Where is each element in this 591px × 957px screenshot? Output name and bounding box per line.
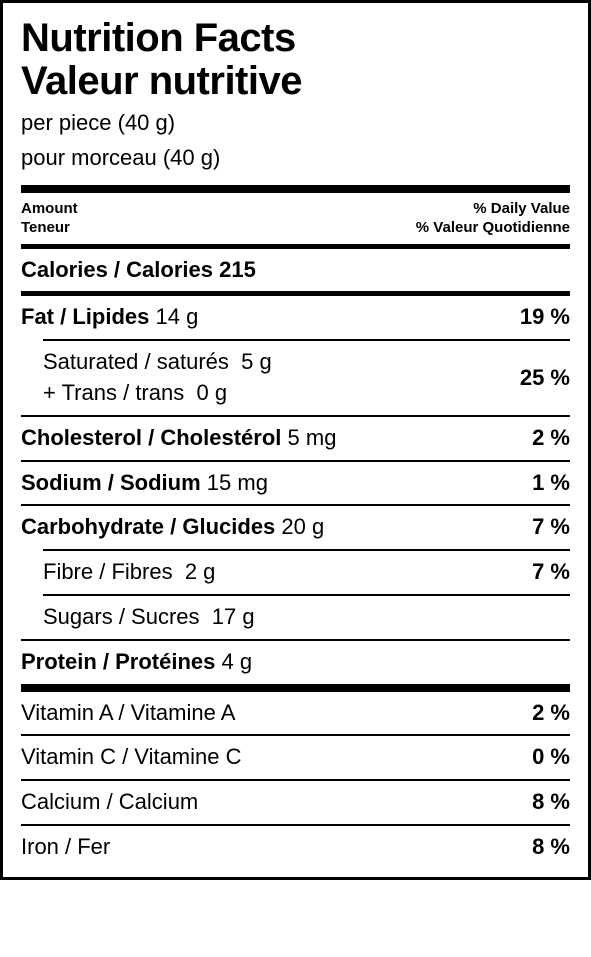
rule-before-calcium [21, 779, 570, 781]
rule-before-protein [21, 639, 570, 641]
rule-after-calories [21, 291, 570, 296]
sat-amount: 5 g [241, 349, 272, 374]
row-vitamin-c: Vitamin C / Vitamine C 0 % [21, 742, 570, 773]
iron-dv: 8 % [532, 832, 570, 863]
calcium-dv: 8 % [532, 787, 570, 818]
column-headers: Amount Teneur % Daily Value % Valeur Quo… [21, 199, 570, 238]
vit-a-dv: 2 % [532, 698, 570, 729]
rule-header-bottom [21, 244, 570, 249]
trans-amount: 0 g [196, 380, 227, 405]
rule-before-chol [21, 415, 570, 417]
row-sugars: Sugars / Sucres 17 g [21, 602, 570, 633]
sat-trans-dv: 25 % [520, 363, 570, 394]
title-fr: Valeur nutritive [21, 60, 570, 103]
calories-label: Calories / Calories [21, 257, 213, 282]
rule-before-sugars [43, 594, 570, 596]
rule-before-carb [21, 504, 570, 506]
row-protein: Protein / Protéines 4 g [21, 647, 570, 678]
row-fibre: Fibre / Fibres 2 g 7 % [21, 557, 570, 588]
rule-before-iron [21, 824, 570, 826]
calcium-label: Calcium / Calcium [21, 787, 198, 818]
fat-dv: 19 % [520, 302, 570, 333]
rule-before-sat [43, 339, 570, 341]
fibre-amount: 2 g [185, 559, 216, 584]
fibre-dv: 7 % [532, 557, 570, 588]
chol-dv: 2 % [532, 423, 570, 454]
row-sodium: Sodium / Sodium 15 mg 1 % [21, 468, 570, 499]
header-amount-en: Amount [21, 199, 78, 219]
rule-before-fibre [43, 549, 570, 551]
title-en: Nutrition Facts [21, 17, 570, 60]
trans-label: + Trans / trans [43, 380, 184, 405]
row-vitamin-a: Vitamin A / Vitamine A 2 % [21, 698, 570, 729]
sugars-label: Sugars / Sucres [43, 604, 200, 629]
chol-label: Cholesterol / Cholestérol [21, 425, 281, 450]
sodium-amount: 15 mg [207, 470, 268, 495]
serving-en: per piece (40 g) [21, 109, 570, 138]
iron-label: Iron / Fer [21, 832, 110, 863]
carb-dv: 7 % [532, 512, 570, 543]
sat-label: Saturated / saturés [43, 349, 229, 374]
sodium-dv: 1 % [532, 468, 570, 499]
protein-label: Protein / Protéines [21, 649, 215, 674]
vit-a-label: Vitamin A / Vitamine A [21, 698, 235, 729]
row-calcium: Calcium / Calcium 8 % [21, 787, 570, 818]
row-cholesterol: Cholesterol / Cholestérol 5 mg 2 % [21, 423, 570, 454]
row-calories: Calories / Calories 215 [21, 255, 570, 286]
row-carbohydrate: Carbohydrate / Glucides 20 g 7 % [21, 512, 570, 543]
fat-amount: 14 g [155, 304, 198, 329]
row-sat-trans: Saturated / saturés 5 g + Trans / trans … [21, 347, 570, 409]
header-amount-fr: Teneur [21, 218, 78, 238]
rule-header-top [21, 185, 570, 193]
fat-label: Fat / Lipides [21, 304, 149, 329]
serving-fr: pour morceau (40 g) [21, 144, 570, 173]
sugars-amount: 17 g [212, 604, 255, 629]
row-iron: Iron / Fer 8 % [21, 832, 570, 863]
vit-c-label: Vitamin C / Vitamine C [21, 742, 242, 773]
carb-label: Carbohydrate / Glucides [21, 514, 275, 539]
nutrition-facts-label: Nutrition Facts Valeur nutritive per pie… [0, 0, 591, 880]
carb-amount: 20 g [281, 514, 324, 539]
rule-before-vitamins [21, 684, 570, 692]
rule-before-vitc [21, 734, 570, 736]
calories-value: 215 [219, 257, 256, 282]
fibre-label: Fibre / Fibres [43, 559, 173, 584]
sodium-label: Sodium / Sodium [21, 470, 201, 495]
row-fat: Fat / Lipides 14 g 19 % [21, 302, 570, 333]
header-dv-fr: % Valeur Quotidienne [416, 218, 570, 238]
protein-amount: 4 g [222, 649, 253, 674]
chol-amount: 5 mg [288, 425, 337, 450]
rule-before-sodium [21, 460, 570, 462]
vit-c-dv: 0 % [532, 742, 570, 773]
header-dv-en: % Daily Value [416, 199, 570, 219]
